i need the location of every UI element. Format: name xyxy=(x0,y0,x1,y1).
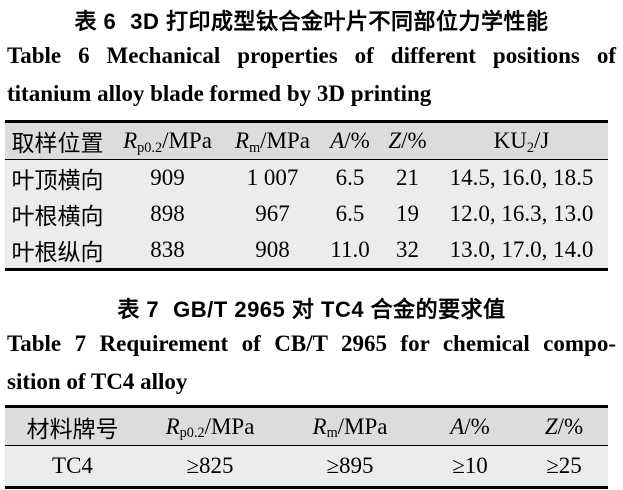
cell-z: ≥25 xyxy=(546,453,582,478)
cell-rm: 1 007 xyxy=(246,165,299,190)
table6-col-rp02: Rp0.2/MPa xyxy=(123,128,212,156)
cell-rm: ≥895 xyxy=(326,453,374,478)
table7-col-z: Z/% xyxy=(544,413,584,439)
cell-rp02: 898 xyxy=(150,201,185,226)
cell-a: 11.0 xyxy=(330,237,370,262)
table7-caption-zh-text: GB/T 2965 对 TC4 合金的要求值 xyxy=(173,297,506,322)
cell-z: 19 xyxy=(396,201,419,226)
cell-position: 叶顶横向 xyxy=(11,168,104,193)
cell-position: 叶根横向 xyxy=(11,204,104,229)
table7-col-rp02: Rp0.2/MPa xyxy=(165,413,255,442)
cell-rp02: 909 xyxy=(150,165,185,190)
table7-header-row: 材料牌号 Rp0.2/MPa Rm/MPa A/% Z/% xyxy=(5,406,608,446)
cell-rm: 908 xyxy=(255,237,290,262)
table6-header-row: 取样位置 Rp0.2/MPa Rm/MPa A/% Z/% KU2/J xyxy=(5,121,608,160)
table6-caption-zh-label: 表 6 xyxy=(74,9,117,34)
table7-caption-en-line2: sition of TC4 alloy xyxy=(7,369,188,394)
table6-row-blade-root-longitudinal: 叶根纵向 838 908 11.0 32 13.0, 17.0, 14.0 xyxy=(5,232,608,270)
table7-col-rm: Rm/MPa xyxy=(312,413,388,442)
table6-col-rm: Rm/MPa xyxy=(235,128,310,156)
cell-z: 32 xyxy=(396,237,419,262)
table7-col-grade: 材料牌号 xyxy=(26,416,119,442)
cell-a: 6.5 xyxy=(335,201,365,226)
table6-caption-en-line2: titanium alloy blade formed by 3D printi… xyxy=(7,81,432,106)
table6-mechanical-properties: 取样位置 Rp0.2/MPa Rm/MPa A/% Z/% KU2/J 叶顶横向… xyxy=(5,120,608,271)
table6-col-ku2: KU2/J xyxy=(493,128,550,156)
table6-caption-zh-text: 3D 打印成型钛合金叶片不同部位力学性能 xyxy=(130,9,549,34)
cell-ku2: 12.0, 16.3, 13.0 xyxy=(449,201,594,226)
table7-col-a: A/% xyxy=(450,413,490,439)
cell-a: ≥10 xyxy=(452,453,488,478)
table6-caption-zh: 表 6 3D 打印成型钛合金叶片不同部位力学性能 xyxy=(0,0,623,37)
table7-row-tc4: TC4 ≥825 ≥895 ≥10 ≥25 xyxy=(5,445,608,488)
table6-row-blade-root-transverse: 叶根横向 898 967 6.5 19 12.0, 16.3, 13.0 xyxy=(5,196,608,232)
cell-ku2: 14.5, 16.0, 18.5 xyxy=(449,165,594,190)
table6-col-position: 取样位置 xyxy=(11,131,104,156)
cell-rp02: 838 xyxy=(150,237,185,262)
cell-rm: 967 xyxy=(255,201,290,226)
table6-col-a: A/% xyxy=(330,128,370,153)
table7-tc4-requirements: 材料牌号 Rp0.2/MPa Rm/MPa A/% Z/% TC4 ≥825 ≥… xyxy=(5,405,608,489)
table7-caption-en-line1: Table 7 Requirement of CB/T 2965 for che… xyxy=(7,331,616,356)
cell-position: 叶根纵向 xyxy=(11,240,104,265)
cell-a: 6.5 xyxy=(335,165,365,190)
table6-row-blade-tip-transverse: 叶顶横向 909 1 007 6.5 21 14.5, 16.0, 18.5 xyxy=(5,159,608,196)
cell-grade: TC4 xyxy=(52,453,93,478)
section-gap xyxy=(0,271,623,295)
cell-ku2: 13.0, 17.0, 14.0 xyxy=(449,237,594,262)
cell-rp02: ≥825 xyxy=(186,453,234,478)
cell-z: 21 xyxy=(396,165,419,190)
table6-caption-en-line1: Table 6 Mechanical properties of differe… xyxy=(7,43,616,68)
table7-caption-zh: 表 7 GB/T 2965 对 TC4 合金的要求值 xyxy=(0,295,623,325)
table6-col-z: Z/% xyxy=(388,128,427,153)
table7-caption-zh-label: 表 7 xyxy=(117,297,160,322)
